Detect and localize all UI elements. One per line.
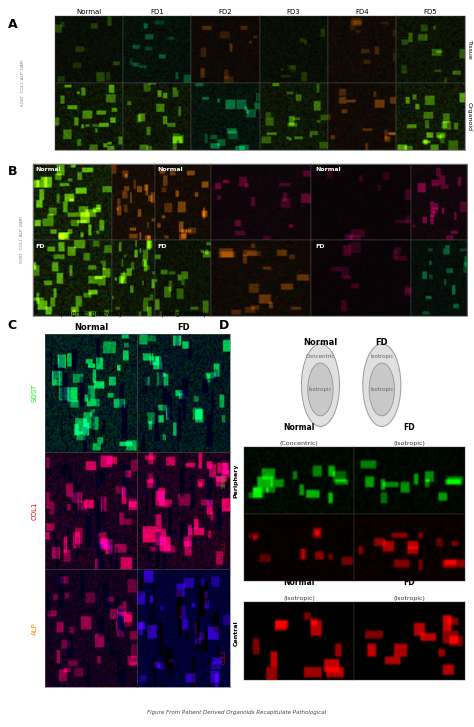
Text: Whole Organoids: Whole Organoids: [57, 150, 131, 160]
Text: A: A: [8, 17, 17, 31]
Text: Central: Central: [233, 620, 238, 646]
Text: Periphery: Periphery: [233, 464, 238, 498]
Text: FD4: FD4: [355, 9, 369, 15]
Text: Normal: Normal: [36, 167, 61, 172]
Text: FD1: FD1: [150, 9, 164, 15]
Text: C: C: [8, 319, 17, 332]
Text: Normal: Normal: [76, 9, 101, 15]
Text: COL1: COL1: [31, 502, 37, 520]
Text: Organoid: Organoid: [466, 103, 472, 132]
Text: SOST: SOST: [31, 384, 37, 402]
Text: FD2: FD2: [219, 9, 232, 15]
Text: FD3: FD3: [287, 9, 301, 15]
Text: Central Part of Organoids: Central Part of Organoids: [255, 150, 366, 160]
Text: B: B: [8, 165, 17, 178]
Text: FD: FD: [403, 423, 415, 433]
Text: Isotropic: Isotropic: [370, 354, 393, 359]
Text: FD: FD: [316, 244, 325, 249]
Text: Normal: Normal: [316, 167, 341, 172]
Text: Normal: Normal: [283, 423, 315, 433]
Text: ALP: ALP: [31, 622, 37, 635]
Text: FD5: FD5: [424, 9, 437, 15]
Text: Isotropic: Isotropic: [309, 387, 332, 392]
Text: Normal: Normal: [283, 578, 315, 587]
Text: Normal: Normal: [74, 323, 109, 332]
Text: FD: FD: [403, 578, 415, 587]
Text: COL1: COL1: [222, 649, 227, 664]
Text: (Isotropic): (Isotropic): [283, 596, 315, 601]
Text: (No grooves): (No grooves): [161, 310, 206, 317]
Text: SOST  COL1  ALP  DAPI: SOST COL1 ALP DAPI: [20, 217, 24, 263]
Text: Tissue: Tissue: [466, 40, 472, 60]
Text: Concentric: Concentric: [306, 354, 335, 359]
Text: (Aligned grooves): (Aligned grooves): [60, 310, 122, 317]
Text: Figure From Patient Derived Organoids Recapitulate Pathological: Figure From Patient Derived Organoids Re…: [147, 710, 327, 715]
Text: SOST: SOST: [222, 474, 227, 489]
Ellipse shape: [308, 363, 333, 416]
Text: Isotropic: Isotropic: [370, 387, 393, 392]
Text: FD: FD: [36, 244, 45, 249]
Text: FD: FD: [177, 323, 190, 332]
Ellipse shape: [301, 344, 339, 427]
Text: (Isotropic): (Isotropic): [393, 441, 425, 446]
Text: SOST  COL1  ALP  DAPI: SOST COL1 ALP DAPI: [21, 60, 25, 106]
Text: FD: FD: [157, 244, 167, 249]
Text: FD: FD: [375, 337, 388, 347]
Text: Normal: Normal: [157, 167, 183, 172]
Text: Normal: Normal: [303, 337, 337, 347]
Text: COL1: COL1: [222, 541, 227, 555]
Ellipse shape: [369, 363, 394, 416]
Text: D: D: [219, 319, 229, 332]
Text: (Concentric): (Concentric): [280, 441, 319, 446]
Text: (Isotropic): (Isotropic): [393, 596, 425, 601]
Ellipse shape: [363, 344, 401, 427]
